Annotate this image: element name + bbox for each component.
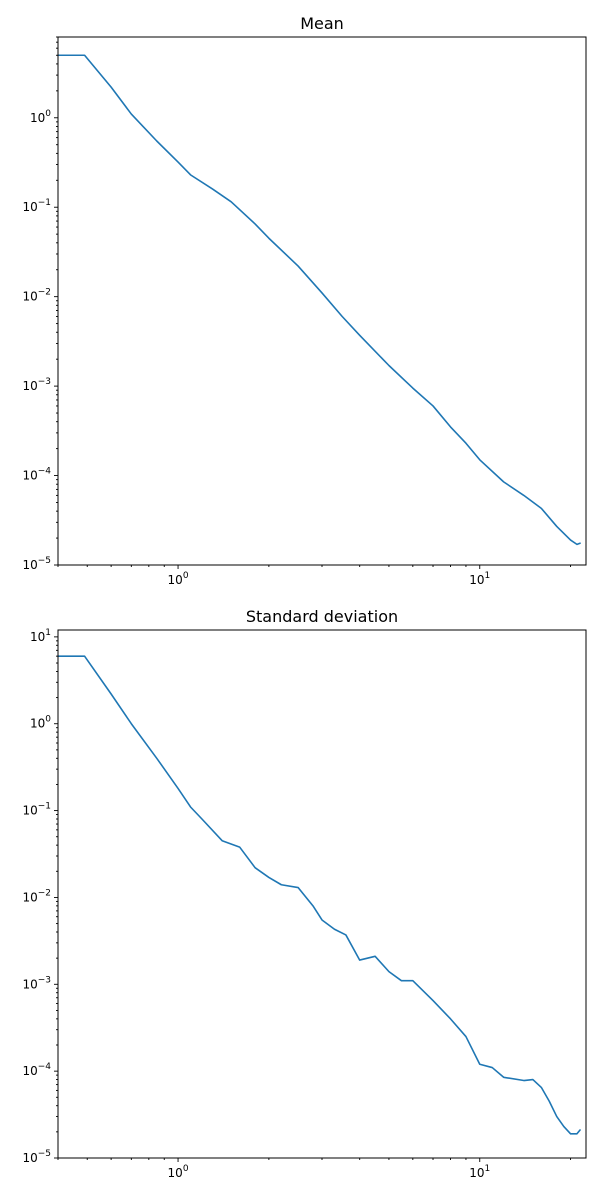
mean-y-tick-label: 10−2 (22, 288, 51, 304)
std-y-tick-label: 10−3 (22, 975, 51, 991)
std-y-tick-label: 10−1 (22, 802, 51, 818)
mean-x-tick-label: 100 (168, 571, 189, 587)
mean-series-layer (57, 54, 581, 546)
mean-y-tick-label: 100 (30, 109, 51, 125)
mean-y-tick-label: 10−5 (22, 556, 51, 572)
std-series-line-0 (57, 655, 581, 1135)
std-x-tick-label: 101 (469, 1164, 490, 1180)
mean-ticks-layer: 100 101 10−5 10−4 10−3 10−2 10−1 100 (22, 36, 572, 587)
std-subplot: Standard deviation 100 101 10−5 10−4 10−3 10−… (22, 607, 587, 1180)
mean-y-tick-label: 10−1 (22, 198, 51, 214)
std-y-tick-label: 100 (30, 715, 51, 731)
mean-series-line-0 (57, 54, 581, 546)
std-title: Standard deviation (246, 607, 398, 626)
std-y-tick-label: 10−5 (22, 1149, 51, 1165)
mean-title: Mean (300, 14, 344, 33)
mean-y-tick-label: 10−3 (22, 377, 51, 393)
std-y-tick-label: 10−4 (22, 1062, 51, 1078)
std-plot-frame (57, 629, 587, 1159)
mean-plot-frame (57, 36, 587, 566)
mean-y-tick-label: 10−4 (22, 467, 51, 483)
std-x-tick-label: 100 (168, 1164, 189, 1180)
std-y-tick-label: 101 (30, 628, 51, 644)
std-ticks-layer: 100 101 10−5 10−4 10−3 10−2 10−1 100 101 (22, 628, 572, 1180)
mean-subplot: Mean 100 101 10−5 10−4 10−3 10−2 10−1 100 (22, 14, 587, 587)
std-series-layer (57, 655, 581, 1135)
mean-x-tick-label: 101 (469, 571, 490, 587)
std-y-tick-label: 10−2 (22, 888, 51, 904)
